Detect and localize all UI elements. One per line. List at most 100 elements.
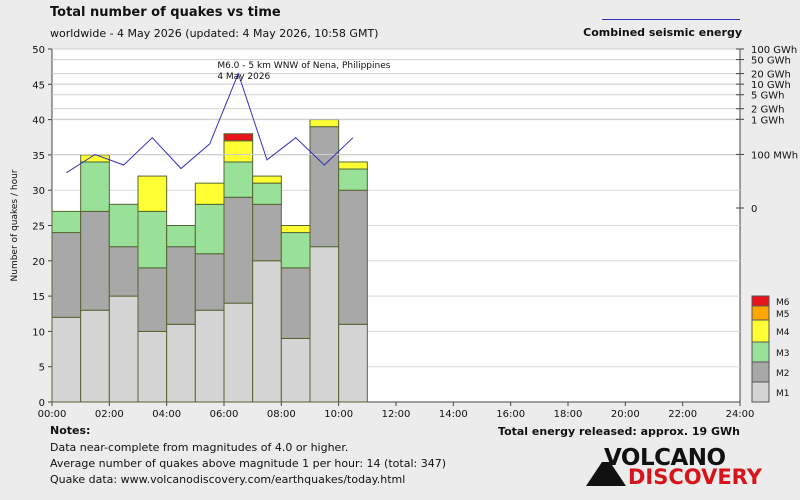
legend-swatch-m3 [751, 341, 770, 363]
energy-tick-label: 100 MWh [751, 150, 798, 161]
x-tick-label: 20:00 [611, 409, 640, 420]
bar-segment-m1 [280, 337, 311, 403]
bar-segment-m1 [51, 316, 82, 403]
bar-segment-m3 [194, 203, 225, 255]
bar-segment-m1 [137, 330, 168, 403]
logo-text-bottom: DISCOVERY [628, 465, 762, 489]
energy-tick-label: 10 GWh [751, 80, 791, 91]
bar-segment-m1 [309, 246, 340, 403]
legend-label-m4: M4 [776, 328, 790, 338]
bar-segment-m1 [252, 260, 282, 403]
bar-segment-m2 [137, 267, 168, 332]
bar-segment-m3 [80, 161, 110, 212]
bar-segment-m2 [280, 267, 311, 339]
bar-segment-m1 [223, 302, 254, 403]
x-tick-label: 04:00 [152, 409, 181, 420]
bar-segment-m4 [137, 175, 168, 212]
x-tick-label: 16:00 [496, 409, 525, 420]
bar-segment-m4 [223, 140, 254, 163]
y-tick-label: 20 [32, 257, 45, 268]
bar-segment-m4 [194, 182, 225, 205]
annotation-text: M6.0 - 5 km WNW of Nena, Philippines [217, 61, 390, 71]
bar-segment-m1 [338, 323, 368, 403]
energy-tick-label: 20 GWh [751, 70, 791, 81]
legend-label-m1: M1 [776, 389, 790, 399]
note-line: Data near-complete from magnitudes of 4.… [50, 441, 349, 454]
legend-swatch-m6 [751, 295, 770, 307]
chart-title: Total number of quakes vs time [50, 5, 281, 20]
bar-segment-m3 [252, 182, 282, 205]
logo-text-top: VOLCANO [604, 445, 726, 471]
notes-title: Notes: [50, 424, 91, 437]
energy-series-line [66, 72, 354, 174]
legend-swatch-m1 [751, 381, 770, 403]
bar-segment-m1 [166, 323, 196, 403]
legend-label-m2: M2 [776, 369, 790, 379]
x-tick-label: 22:00 [668, 409, 697, 420]
bar-segment-m2 [166, 246, 196, 325]
bar-segment-m3 [137, 210, 168, 269]
bar-segment-m2 [223, 196, 254, 304]
energy-legend-label: Combined seismic energy [583, 26, 742, 39]
energy-tick-label: 1 GWh [751, 115, 785, 126]
energy-tick-label: 5 GWh [751, 91, 785, 102]
bar-segment-m3 [166, 225, 196, 248]
bar-segment-m4 [309, 119, 340, 128]
y-tick-label: 15 [32, 292, 45, 303]
x-tick-label: 00:00 [38, 409, 67, 420]
legend-swatch-m4 [751, 319, 770, 343]
y-tick-label: 40 [32, 116, 45, 127]
bar-segment-m2 [194, 253, 225, 311]
y-tick-label: 25 [32, 222, 45, 233]
energy-legend-swatch [602, 19, 740, 20]
energy-tick-label: 100 GWh [751, 45, 797, 56]
total-energy: Total energy released: approx. 19 GWh [498, 425, 740, 438]
note-line: Quake data: www.volcanodiscovery.com/ear… [50, 473, 406, 486]
y-tick-label: 5 [39, 363, 45, 374]
quakes-chart: 0 5 10 15 20 25 30 35 40 45 50 00:00 02:00 04:00 06:00… [10, 45, 798, 420]
bar-segment-m3 [280, 232, 311, 269]
bar-segment-m2 [338, 189, 368, 325]
legend-label-m6: M6 [776, 298, 790, 308]
y-tick-label: 35 [32, 151, 45, 162]
legend-label-m5: M5 [776, 310, 790, 320]
y-tick-label: 0 [39, 398, 45, 409]
bar-segment-m2 [108, 246, 139, 297]
bar-segment-m2 [252, 203, 282, 262]
note-line: Average number of quakes above magnitude… [50, 457, 446, 470]
energy-tick-label: 50 GWh [751, 56, 791, 67]
y-tick-label: 45 [32, 80, 45, 91]
legend-swatch-m2 [751, 361, 770, 383]
legend-swatch-m5 [751, 305, 770, 321]
energy-tick-label: 2 GWh [751, 105, 785, 116]
legend-label-m3: M3 [776, 349, 790, 359]
volcanodiscovery-logo[interactable]: VOLCANO DISCOVERY [586, 445, 762, 490]
bar-segment-m2 [309, 126, 340, 248]
bar-segment-m1 [194, 309, 225, 403]
bar-segment-m2 [51, 232, 82, 318]
bar-segment-m3 [108, 203, 139, 248]
bar-segment-m6 [223, 133, 254, 142]
y-tick-label: 10 [32, 327, 45, 338]
x-tick-label: 12:00 [382, 409, 411, 420]
bar-segment-m3 [338, 168, 368, 191]
y-axis-label: Number of quakes / hour [10, 169, 20, 281]
bar-segment-m1 [108, 295, 139, 403]
bar-segment-m4 [338, 161, 368, 170]
bar-segment-m1 [80, 309, 110, 403]
energy-tick-label: 0 [751, 204, 757, 215]
y-tick-label: 50 [32, 45, 45, 56]
bar-segment-m4 [280, 225, 311, 234]
bar-segment-m3 [223, 161, 254, 198]
x-tick-label: 06:00 [210, 409, 239, 420]
annotation-date: 4 May 2026 [217, 72, 270, 82]
x-tick-label: 08:00 [267, 409, 296, 420]
x-tick-label: 14:00 [439, 409, 468, 420]
bar-segment-m2 [80, 210, 110, 311]
x-tick-label: 18:00 [554, 409, 583, 420]
x-tick-label: 24:00 [726, 409, 755, 420]
chart-subtitle: worldwide - 4 May 2026 (updated: 4 May 2… [50, 27, 379, 40]
x-tick-label: 02:00 [95, 409, 124, 420]
bar-segment-m3 [51, 210, 82, 234]
x-tick-label: 10:00 [324, 409, 353, 420]
